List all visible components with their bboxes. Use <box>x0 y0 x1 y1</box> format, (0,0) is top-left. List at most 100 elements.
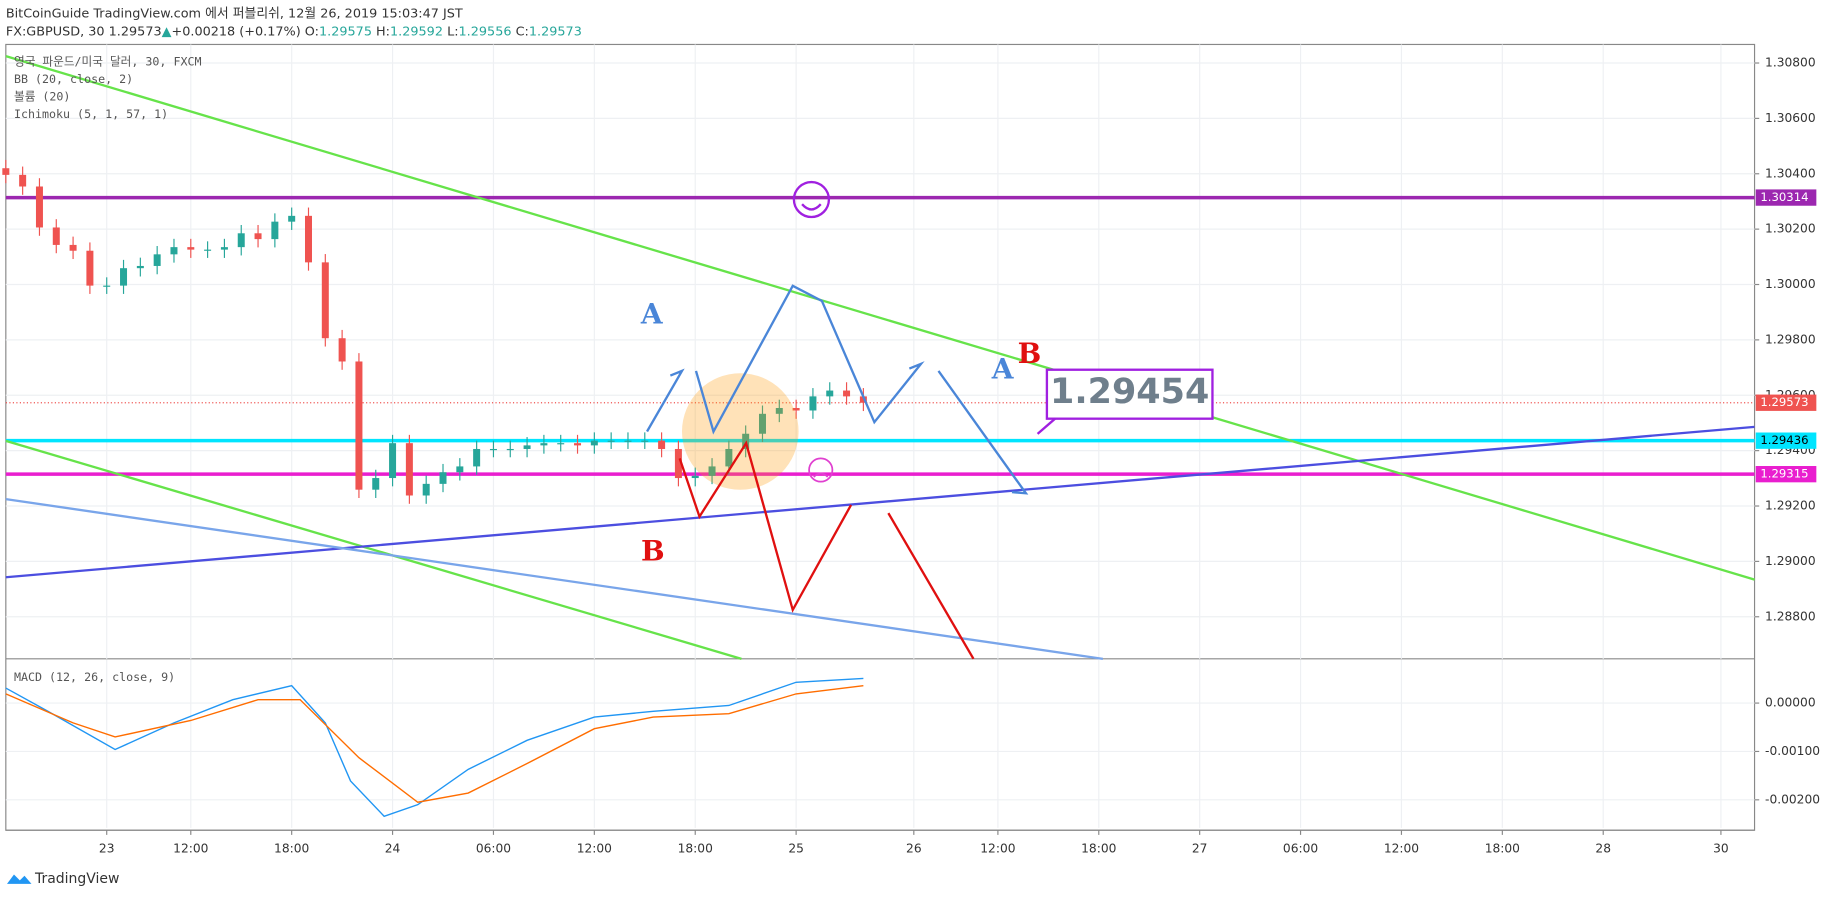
ohlc-label: C: <box>516 24 529 39</box>
macd-title: MACD (12, 26, close, 9) <box>14 670 175 684</box>
frown-mouth <box>813 472 829 478</box>
candle-body <box>725 448 733 467</box>
candle-body <box>19 174 27 187</box>
frame <box>5 43 1756 831</box>
candle-body <box>103 285 111 287</box>
candle-body <box>405 443 413 496</box>
x-tick-label: 12:00 <box>173 841 208 855</box>
candle-body <box>120 268 128 286</box>
last-price: 1.29573 <box>109 24 162 39</box>
x-tick-label: 18:00 <box>274 841 309 855</box>
arrow <box>694 284 925 435</box>
trend-line <box>5 55 1755 581</box>
candle-body <box>372 478 380 490</box>
x-tick-label: 27 <box>1192 841 1208 855</box>
grid <box>5 44 1760 835</box>
x-tick-label: 23 <box>99 841 115 855</box>
signal-line <box>5 684 864 803</box>
marks <box>2 159 1755 818</box>
y-tick-label: 1.29200 <box>1765 499 1816 513</box>
trend-line <box>5 497 1104 661</box>
annotation: A <box>991 352 1015 385</box>
arrow <box>678 440 853 613</box>
annotation: B <box>1018 337 1042 370</box>
candle-body <box>271 221 279 240</box>
x-tick-label: 12:00 <box>577 841 612 855</box>
arrow <box>646 368 685 433</box>
y-tick-label: 1.29000 <box>1765 554 1816 568</box>
candle-body <box>574 443 582 446</box>
smile-icon <box>792 180 831 219</box>
price-badge <box>1755 394 1817 411</box>
candle-body <box>254 233 262 240</box>
ohlc-value: 1.29573 <box>529 24 582 39</box>
ohlc-value: 1.29575 <box>319 24 372 39</box>
candle-body <box>792 407 800 411</box>
candle-body <box>2 168 10 175</box>
annotation: A <box>640 298 664 331</box>
y-tick-label: 1.30600 <box>1765 111 1816 125</box>
y-tick-label: -0.00200 <box>1765 792 1820 806</box>
symbol: FX:GBPUSD, 30 <box>6 24 105 39</box>
labels: 영국 파운드/미국 달러, 30, FXCM BB (20, close, 2) 볼… <box>14 54 1820 855</box>
price-badge <box>1755 466 1817 483</box>
x-tick-label: 12:00 <box>980 841 1015 855</box>
brand-name: TradingView <box>34 871 119 887</box>
candle-body <box>809 396 817 411</box>
ohlc-label: O: <box>305 24 319 39</box>
highlight-circle <box>682 373 799 490</box>
brand-logo <box>6 874 32 884</box>
price-badge-label: 1.30314 <box>1760 190 1808 204</box>
ohlc-label: H: <box>376 24 390 39</box>
y-tick-label: 0.00000 <box>1765 696 1816 710</box>
published: BitCoinGuide TradingView.com 에서 퍼블리쉬, 12… <box>6 7 463 22</box>
callout-box <box>1045 368 1214 420</box>
arrow <box>887 512 975 660</box>
y-tick-label: 1.30400 <box>1765 166 1816 180</box>
change-arrow: ▲ <box>162 24 172 39</box>
candle-body <box>170 247 178 255</box>
x-tick-label: 12:00 <box>1384 841 1419 855</box>
candle-body <box>674 448 682 479</box>
indicator-label: 볼륨 (20) <box>14 89 70 103</box>
x-tick-label: 06:00 <box>476 841 511 855</box>
y-tick-label: 1.30000 <box>1765 277 1816 291</box>
candle-body <box>489 448 497 451</box>
candle-body <box>607 440 615 442</box>
candle-body <box>52 227 60 245</box>
symbol-line: FX:GBPUSD, 30 1.29573▲+0.00218 (+0.17%) … <box>6 24 582 39</box>
y-tick-label: 1.28800 <box>1765 609 1816 623</box>
candle-body <box>708 466 716 476</box>
candle-body <box>136 265 144 269</box>
x-tick-label: 06:00 <box>1283 841 1318 855</box>
indicator-label: BB (20, close, 2) <box>14 72 133 86</box>
candle-body <box>557 443 565 445</box>
x-tick-label: 25 <box>788 841 804 855</box>
candle-body <box>624 440 632 442</box>
arrow <box>937 370 1029 495</box>
candle-body <box>473 448 481 467</box>
candle-body <box>389 443 397 479</box>
candle-body <box>288 215 296 222</box>
candle-body <box>590 440 598 446</box>
y-tick-label: 1.29800 <box>1765 332 1816 346</box>
candle-body <box>237 233 245 248</box>
candle-body <box>69 244 77 251</box>
candle-body <box>506 448 514 451</box>
y-tick-label: -0.00100 <box>1765 744 1820 758</box>
smile-mouth <box>801 203 822 211</box>
candle-body <box>86 250 94 286</box>
candle-body <box>153 254 161 266</box>
candle-body <box>321 262 329 339</box>
candle-body <box>742 433 750 449</box>
x-tick-label: 28 <box>1595 841 1611 855</box>
candle-body <box>35 186 43 228</box>
candle-body <box>456 466 464 473</box>
candle-body <box>204 249 212 251</box>
x-tick-label: 18:00 <box>1485 841 1520 855</box>
candle-body <box>338 338 346 362</box>
price-badge-label: 1.29436 <box>1760 433 1808 447</box>
callout-text: 1.29454 <box>1050 372 1209 412</box>
candle-body <box>523 445 531 449</box>
